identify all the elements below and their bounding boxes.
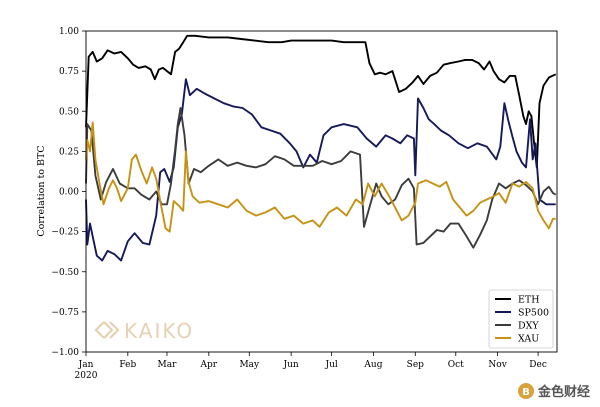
y-tick-label: 1.00 [59, 27, 79, 37]
badge-coin-glyph: B [522, 387, 530, 398]
series-line-dxy [85, 107, 557, 249]
x-tick-label: Jul [324, 360, 337, 370]
series-layer [85, 34, 557, 262]
legend: ETH SP500 DXY XAU [488, 289, 554, 349]
y-tick-label: 0.25 [59, 147, 79, 157]
x-tick-label: May [239, 360, 260, 370]
watermark-text: KAIKO [124, 319, 194, 343]
x-tick-label: Apr [200, 360, 218, 370]
y-axis-title: Correlation to BTC [36, 145, 47, 236]
series-line-xau [85, 121, 556, 233]
x-tick-label: Jun [283, 360, 299, 370]
kaiko-watermark: KAIKO [94, 319, 194, 343]
legend-label-dxy: DXY [518, 321, 539, 332]
y-tick-label: −0.25 [51, 228, 79, 238]
legend-label-eth: ETH [518, 295, 540, 306]
legend-label-sp500: SP500 [518, 308, 549, 319]
x-tick-label: Aug [363, 360, 382, 370]
series-line-eth [85, 34, 557, 169]
x-tick-label: Feb [119, 360, 136, 370]
corner-badge: B 金色财经 [518, 383, 590, 400]
legend-label-xau: XAU [518, 334, 539, 345]
y-tick-label: 0.00 [59, 188, 79, 198]
y-tick-label: 0.75 [59, 67, 79, 77]
badge-text: 金色财经 [537, 384, 590, 400]
x-tick-label: Dec [529, 360, 547, 370]
legend-box [488, 289, 554, 349]
x-tick-label: Oct [448, 360, 464, 370]
x-tick-label: Jan 2020 [75, 360, 98, 381]
y-axis: −1.00 −0.75 −0.50 −0.25 0.00 0.25 0.50 0.75 1.00 [51, 27, 86, 358]
x-tick-label: Mar [158, 360, 178, 370]
series-line-sp500 [85, 78, 556, 262]
y-tick-label: −1.00 [51, 348, 79, 358]
x-tick-label: Sep [407, 360, 424, 370]
x-tick-label: Nov [488, 360, 507, 370]
badge-coin-icon [518, 383, 534, 399]
kaiko-logo-icon [94, 321, 120, 339]
y-tick-label: 0.50 [59, 107, 79, 117]
y-tick-label: −0.50 [51, 268, 79, 278]
y-tick-label: −0.75 [51, 308, 79, 318]
x-axis: Jan 2020 Feb Mar Apr May Jun Jul Aug Sep Oct Nov Dec [75, 352, 547, 381]
